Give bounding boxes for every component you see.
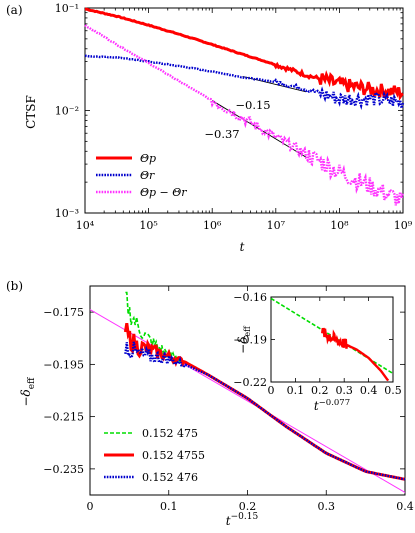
inset-y-tick-label: −0.22 <box>233 376 267 389</box>
ylabel-subscript: eff <box>27 377 37 389</box>
x-tick-label: 10⁷ <box>267 219 286 232</box>
x-tick-label: 0.3 <box>318 500 336 513</box>
y-tick-label: 10⁻³ <box>55 207 79 220</box>
x-tick-label: 10⁸ <box>330 219 349 232</box>
panel-label-a: (a) <box>6 3 23 17</box>
inset-ticks: 0 0.1 0.2 0.3 0.4 0.5 −0.16 −0.19 −0.22 <box>233 291 401 397</box>
inset-axis-labels: t−0.077 −δeff <box>236 325 350 413</box>
legend-label: 0.152 475 <box>142 427 198 440</box>
inset-x-tick-label: 0.1 <box>287 384 305 397</box>
slope-guide-line <box>242 75 307 93</box>
inset-x-tick-label: 0 <box>268 384 275 397</box>
panel-a-legend: Θp Θr Θp − Θr <box>96 152 187 199</box>
panel-b-xlabel: t−0.15 <box>226 512 259 528</box>
panel-a-ylabel: CTSF <box>24 95 38 129</box>
y-tick-label: −0.215 <box>43 411 84 424</box>
x-tick-label: 0.2 <box>239 500 257 513</box>
x-tick-label: 0 <box>87 500 94 513</box>
inset-data-line <box>321 327 390 382</box>
inset-y-tick-label: −0.19 <box>233 334 267 347</box>
inset-xlabel: t−0.077 <box>314 398 350 413</box>
inset-xlabel-base: t <box>314 399 319 413</box>
inset-x-tick-label: 0.5 <box>384 384 402 397</box>
inset-ylabel: −δeff <box>236 325 252 354</box>
reference-line <box>89 309 406 493</box>
inset-x-tick-label: 0.4 <box>360 384 378 397</box>
series-line-p <box>84 7 404 101</box>
inset-x-tick-label: 0.3 <box>335 384 353 397</box>
panel-a-series <box>84 7 405 206</box>
x-tick-label: 10⁴ <box>76 219 95 232</box>
y-tick-label: 10⁻² <box>55 105 79 118</box>
inset-xlabel-exponent: −0.077 <box>319 398 350 408</box>
inset-x-tick-label: 0.2 <box>311 384 329 397</box>
legend-label: 0.152 4755 <box>142 449 205 462</box>
slope-label: −0.15 <box>235 98 270 112</box>
panel-label-b: (b) <box>6 279 23 293</box>
legend-label-r: Θr <box>140 169 155 182</box>
panel-a-annotations: −0.15 −0.37 <box>204 75 307 158</box>
y-tick-label: −0.195 <box>43 358 84 371</box>
xlabel-exponent: −0.15 <box>231 512 259 522</box>
x-tick-label: 10⁹ <box>394 219 413 232</box>
series-line-diff <box>84 24 405 206</box>
legend-label-p: Θp <box>140 152 156 165</box>
legend-label-diff: Θp − Θr <box>140 186 187 199</box>
series-line-2 <box>124 341 406 481</box>
xlabel-base: t <box>226 514 231 528</box>
x-tick-label: 10⁶ <box>203 219 222 232</box>
inset-series <box>270 297 394 382</box>
y-tick-label: −0.175 <box>43 306 84 319</box>
x-tick-label: 10⁵ <box>139 219 157 232</box>
panel-b-frame <box>89 285 406 496</box>
panel-a-xlabel: t <box>240 240 245 254</box>
legend-label: 0.152 476 <box>142 471 198 484</box>
y-tick-label: −0.235 <box>43 463 84 476</box>
slope-label: −0.37 <box>204 127 239 141</box>
x-tick-label: 0.1 <box>160 500 178 513</box>
ylabel-base: −δ <box>19 389 33 406</box>
inset-ylabel-base: −δ <box>236 337 250 354</box>
panel-b-axis-labels: t−0.15 −δeff <box>19 377 258 528</box>
panel-a-ticks: 10⁴ 10⁵ 10⁶ 10⁷ 10⁸ 10⁹ 10⁻¹ 10⁻² 10⁻³ <box>55 2 413 232</box>
panel-b-ticks: 0 0.1 0.2 0.3 0.4 −0.175 −0.195 −0.215 −0.235 <box>43 286 414 513</box>
inset-y-tick-label: −0.16 <box>233 291 267 304</box>
inset-ylabel-subscript: eff <box>243 325 252 337</box>
y-tick-label: 10⁻¹ <box>55 2 79 15</box>
panel-b-legend: 0.152 475 0.152 4755 0.152 476 <box>104 427 205 484</box>
panel-b-series <box>89 291 406 493</box>
series-line-r <box>84 54 405 111</box>
x-tick-label: 0.4 <box>396 500 414 513</box>
inset-fit-line <box>270 297 394 375</box>
panel-b-ylabel: −δeff <box>19 377 37 407</box>
